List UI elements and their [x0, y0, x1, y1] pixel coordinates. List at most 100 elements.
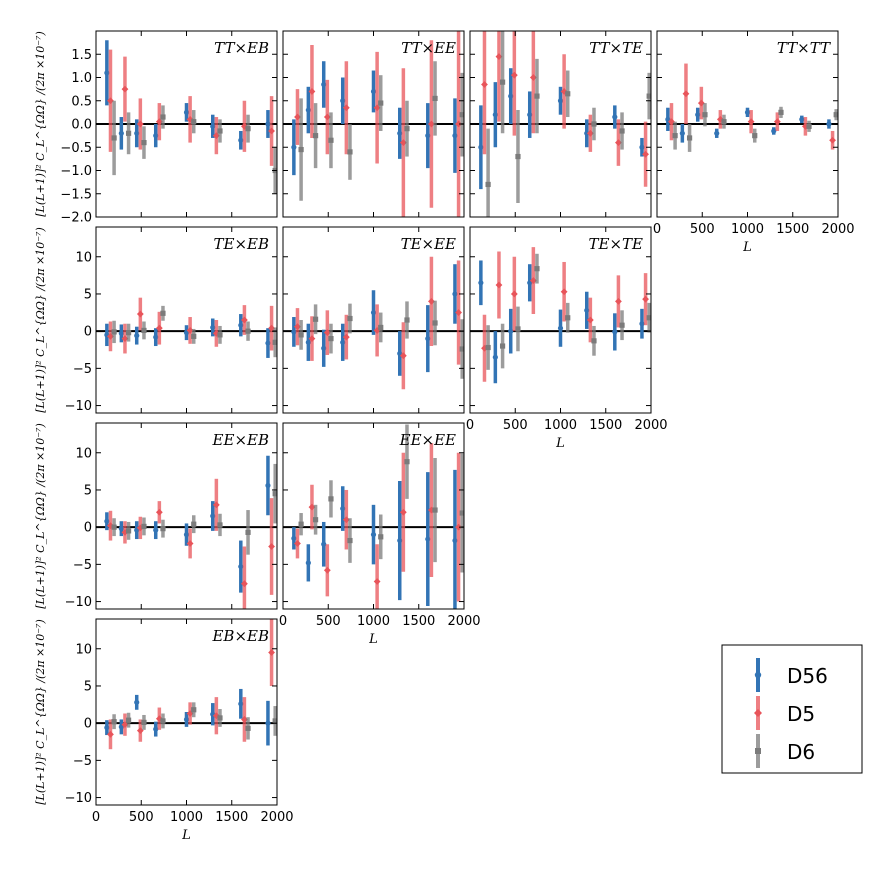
panel-title: TT×EE: [401, 39, 456, 57]
point-d56: [826, 121, 832, 127]
point-d6: [499, 79, 506, 85]
point-d5: [716, 115, 724, 123]
point-d56: [508, 328, 514, 334]
point-d56: [265, 720, 271, 726]
point-d5: [241, 316, 248, 324]
point-d5: [294, 113, 301, 121]
point-d6: [245, 529, 251, 535]
point-d56: [340, 505, 346, 512]
panel-tt_eb: −2.0 −1.5 −1.0 −0.5 0.0 0.5 1.0 1.5 [L(L+1)]² C_…: [34, 30, 278, 226]
panel-title: EE×EB: [212, 431, 269, 449]
x-tick-label: 500: [316, 614, 341, 629]
x-tick-label: 1500: [776, 222, 809, 237]
point-d5: [829, 136, 836, 144]
point-d5: [186, 540, 194, 547]
point-d6: [125, 330, 132, 336]
point-d56: [397, 130, 403, 136]
point-d5: [342, 516, 350, 524]
point-d6: [191, 333, 197, 339]
series-d56: [478, 260, 645, 384]
point-d56: [104, 518, 110, 524]
point-d5: [268, 324, 275, 332]
point-d56: [291, 535, 297, 541]
point-d5: [682, 90, 690, 98]
point-d6: [328, 496, 334, 502]
y-tick-label: −5: [73, 558, 92, 573]
series-d6: [111, 100, 277, 194]
point-d5: [308, 335, 316, 342]
point-d6: [432, 320, 438, 326]
point-d56: [321, 541, 327, 547]
point-d5: [529, 74, 537, 81]
series-d5: [107, 478, 275, 609]
point-d56: [492, 354, 498, 360]
panel-title: TE×EB: [214, 235, 270, 253]
point-d6: [245, 725, 251, 731]
point-d5: [294, 323, 301, 331]
y-axis-label: [L(L+1)]² C_L^{ΩΩ} /(2π ×10⁻⁷): [34, 31, 47, 217]
legend-marker-d5: [754, 709, 762, 717]
point-d6: [565, 315, 571, 321]
series-d5: [107, 49, 275, 166]
point-d56: [527, 112, 533, 118]
panel-eb_eb: 0 500 1000 1500 2000 L −10 −5 0 5 10 [L(L+1)]² C_L^…: [34, 618, 294, 843]
y-tick-label: 1.5: [71, 48, 92, 63]
point-d5: [155, 118, 163, 126]
series-d6: [672, 103, 838, 152]
series-d56: [104, 688, 271, 746]
point-d56: [238, 563, 244, 570]
point-d5: [323, 566, 331, 574]
series-d5: [107, 297, 275, 354]
x-tick-label: 0: [653, 222, 661, 237]
point-d5: [241, 580, 248, 588]
point-d6: [191, 521, 197, 527]
point-d5: [428, 298, 435, 305]
point-d6: [619, 128, 625, 134]
point-d6: [833, 112, 838, 118]
point-d6: [347, 315, 353, 322]
point-d56: [639, 144, 645, 150]
series-d5: [294, 31, 462, 217]
point-d5: [455, 309, 462, 316]
point-d56: [153, 334, 159, 340]
point-d56: [639, 321, 645, 327]
point-d5: [136, 120, 144, 128]
panel-te_eb: −10 −5 0 5 10 [L(L+1)]² C_L^{ΩΩ} /(2π ×10⁻⁷) T…: [34, 226, 278, 414]
y-tick-label: −10: [65, 595, 92, 610]
point-d6: [485, 181, 491, 188]
point-d6: [499, 343, 506, 349]
point-d56: [321, 81, 327, 88]
point-d5: [668, 118, 675, 126]
point-d56: [478, 144, 484, 150]
point-d6: [191, 119, 197, 125]
point-d56: [265, 482, 271, 489]
x-axis-label: L: [742, 240, 752, 255]
point-d56: [799, 116, 805, 122]
point-d5: [212, 501, 220, 509]
x-tick-label: 2000: [634, 418, 667, 433]
y-tick-label: 10: [75, 642, 92, 657]
x-tick-label: 1500: [215, 810, 248, 825]
point-d5: [186, 327, 194, 334]
y-axis-label: [L(L+1)]² C_L^{ΩΩ} /(2π ×10⁻⁷): [34, 227, 47, 413]
legend-marker-d6: [755, 748, 761, 754]
panel-data-ee_ee: [291, 424, 464, 609]
point-d56: [238, 322, 244, 328]
x-axis-label: L: [368, 632, 378, 647]
point-d5: [373, 578, 381, 585]
series-d5: [294, 256, 462, 390]
point-d5: [155, 324, 163, 332]
point-d56: [452, 537, 458, 544]
point-d5: [495, 281, 503, 289]
point-d56: [425, 133, 431, 139]
panel-te_ee: TE×EE: [282, 226, 465, 414]
point-d5: [399, 508, 407, 516]
panel-te_te: 0 500 1000 1500 2000 L TE×TE: [466, 226, 668, 451]
y-tick-label: −2.0: [60, 211, 92, 226]
x-tick-label: 0: [92, 810, 100, 825]
point-d56: [714, 130, 720, 136]
x-tick-label: 1000: [357, 614, 390, 629]
panel-title: TE×TE: [589, 235, 644, 253]
point-d56: [153, 527, 159, 533]
panel-tt_ee: TT×EE: [282, 30, 465, 218]
